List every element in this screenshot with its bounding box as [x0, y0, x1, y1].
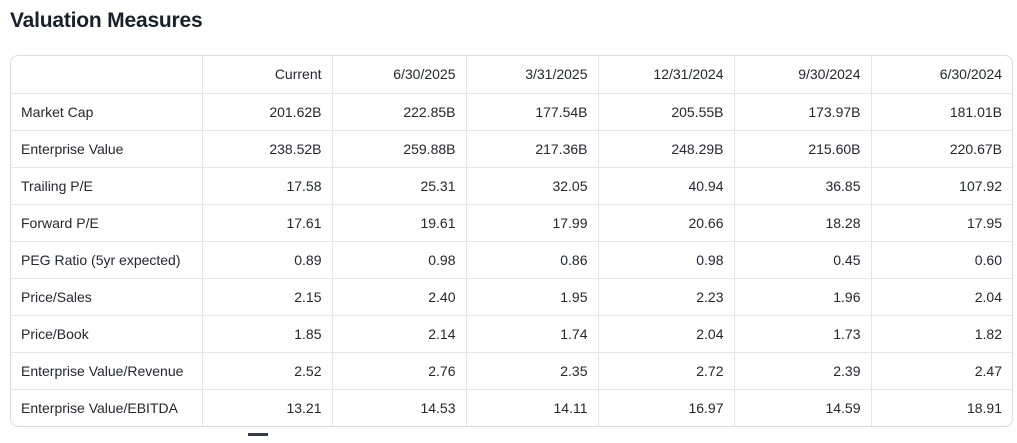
column-header-date-2: 3/31/2025: [465, 56, 598, 93]
cell-value: 1.73: [733, 314, 871, 352]
cell-value: 201.62B: [201, 92, 332, 130]
cell-value: 2.04: [870, 277, 1012, 315]
cell-value: 259.88B: [331, 129, 466, 167]
table-row-enterprise-value: Enterprise Value 238.52B 259.88B 217.36B…: [11, 129, 1012, 167]
cell-value: 2.40: [331, 277, 466, 315]
table-row-peg-ratio: PEG Ratio (5yr expected) 0.89 0.98 0.86 …: [11, 240, 1012, 278]
cell-value: 217.36B: [465, 129, 598, 167]
cell-value: 173.97B: [733, 92, 871, 130]
column-header-current: Current: [201, 56, 332, 93]
column-header-date-1: 6/30/2025: [331, 56, 466, 93]
cell-value: 16.97: [597, 388, 734, 426]
cell-value: 1.96: [733, 277, 871, 315]
table-row-forward-pe: Forward P/E 17.61 19.61 17.99 20.66 18.2…: [11, 203, 1012, 241]
cell-value: 2.35: [465, 351, 598, 389]
cell-value: 0.60: [870, 240, 1012, 278]
cell-value: 2.72: [597, 351, 734, 389]
cell-value: 1.74: [465, 314, 598, 352]
table-row-price-sales: Price/Sales 2.15 2.40 1.95 2.23 1.96 2.0…: [11, 277, 1012, 315]
cell-value: 2.15: [201, 277, 332, 315]
column-header-date-4: 9/30/2024: [733, 56, 871, 93]
cell-value: 0.86: [465, 240, 598, 278]
row-label: Enterprise Value/EBITDA: [11, 388, 202, 426]
column-header-date-5: 6/30/2024: [870, 56, 1012, 93]
cell-value: 17.95: [870, 203, 1012, 241]
cell-value: 205.55B: [597, 92, 734, 130]
cell-value: 215.60B: [733, 129, 871, 167]
cell-value: 13.21: [201, 388, 332, 426]
table-row-ev-revenue: Enterprise Value/Revenue 2.52 2.76 2.35 …: [11, 351, 1012, 389]
table-row-trailing-pe: Trailing P/E 17.58 25.31 32.05 40.94 36.…: [11, 166, 1012, 204]
cell-value: 19.61: [331, 203, 466, 241]
cell-value: 177.54B: [465, 92, 598, 130]
cell-value: 0.45: [733, 240, 871, 278]
column-header-blank: [11, 56, 202, 93]
cell-value: 248.29B: [597, 129, 734, 167]
row-label: Market Cap: [11, 92, 202, 130]
column-header-date-3: 12/31/2024: [597, 56, 734, 93]
row-label: Enterprise Value/Revenue: [11, 351, 202, 389]
cell-value: 107.92: [870, 166, 1012, 204]
row-label: Price/Sales: [11, 277, 202, 315]
cell-value: 40.94: [597, 166, 734, 204]
cropped-content-fragment: [248, 433, 268, 436]
cell-value: 2.23: [597, 277, 734, 315]
cell-value: 18.28: [733, 203, 871, 241]
row-label: Enterprise Value: [11, 129, 202, 167]
row-label: Trailing P/E: [11, 166, 202, 204]
cell-value: 1.85: [201, 314, 332, 352]
cell-value: 0.98: [597, 240, 734, 278]
cell-value: 0.89: [201, 240, 332, 278]
table-row-price-book: Price/Book 1.85 2.14 1.74 2.04 1.73 1.82: [11, 314, 1012, 352]
page-title: Valuation Measures: [10, 9, 203, 32]
row-label: Forward P/E: [11, 203, 202, 241]
cell-value: 2.52: [201, 351, 332, 389]
cell-value: 17.61: [201, 203, 332, 241]
cell-value: 25.31: [331, 166, 466, 204]
cell-value: 36.85: [733, 166, 871, 204]
cell-value: 2.39: [733, 351, 871, 389]
cell-value: 238.52B: [201, 129, 332, 167]
header-row: Current 6/30/2025 3/31/2025 12/31/2024 9…: [11, 56, 1012, 93]
table-row-market-cap: Market Cap 201.62B 222.85B 177.54B 205.5…: [11, 92, 1012, 130]
cell-value: 2.04: [597, 314, 734, 352]
row-label: Price/Book: [11, 314, 202, 352]
cell-value: 181.01B: [870, 92, 1012, 130]
cell-value: 14.11: [465, 388, 598, 426]
cell-value: 2.47: [870, 351, 1012, 389]
table-row-ev-ebitda: Enterprise Value/EBITDA 13.21 14.53 14.1…: [11, 388, 1012, 426]
cell-value: 14.53: [331, 388, 466, 426]
cell-value: 17.99: [465, 203, 598, 241]
cell-value: 1.82: [870, 314, 1012, 352]
valuation-measures-table: Current 6/30/2025 3/31/2025 12/31/2024 9…: [10, 55, 1013, 427]
row-label: PEG Ratio (5yr expected): [11, 240, 202, 278]
cell-value: 220.67B: [870, 129, 1012, 167]
cell-value: 20.66: [597, 203, 734, 241]
cell-value: 222.85B: [331, 92, 466, 130]
cell-value: 32.05: [465, 166, 598, 204]
cell-value: 2.14: [331, 314, 466, 352]
cell-value: 17.58: [201, 166, 332, 204]
cell-value: 18.91: [870, 388, 1012, 426]
cell-value: 14.59: [733, 388, 871, 426]
cell-value: 1.95: [465, 277, 598, 315]
cell-value: 0.98: [331, 240, 466, 278]
cell-value: 2.76: [331, 351, 466, 389]
